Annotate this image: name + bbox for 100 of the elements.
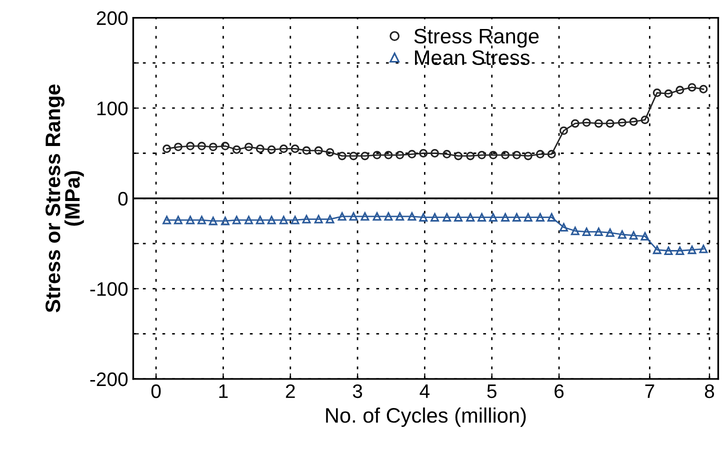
point [279, 144, 288, 153]
x-tick-label: 4 [420, 384, 430, 398]
point [232, 216, 241, 224]
legend-label: Stress Range [414, 28, 539, 48]
point [372, 150, 382, 160]
point [442, 213, 452, 222]
point [640, 116, 650, 124]
point [454, 213, 463, 222]
y-tick-label: -200 [90, 372, 128, 386]
point [559, 223, 568, 232]
point [430, 213, 440, 222]
point [384, 150, 393, 160]
point [208, 216, 218, 226]
point [536, 150, 544, 158]
y-tick-label: 200 [96, 11, 128, 26]
point [676, 86, 684, 94]
point [512, 213, 521, 222]
point [419, 213, 428, 222]
point [524, 152, 532, 160]
point [338, 212, 346, 221]
point [664, 246, 673, 255]
point [256, 144, 264, 153]
point [408, 212, 416, 221]
point [652, 246, 662, 254]
point [688, 83, 696, 92]
point [430, 149, 440, 158]
point [396, 150, 404, 160]
x-tick-label: 5 [487, 384, 496, 398]
point [559, 126, 568, 135]
point [360, 152, 370, 160]
point [594, 119, 603, 128]
point [232, 145, 241, 154]
x-tick-label: 7 [645, 384, 654, 398]
point [186, 142, 195, 150]
point [582, 118, 591, 127]
point [396, 212, 404, 221]
point [360, 212, 370, 221]
point [419, 149, 428, 158]
point [197, 142, 206, 150]
point [478, 150, 486, 160]
point [664, 89, 673, 98]
point [594, 228, 603, 236]
y-tick-label: -100 [90, 282, 128, 296]
y-tick-label: 100 [97, 102, 128, 116]
point [547, 150, 556, 158]
point [290, 144, 300, 153]
point [290, 216, 300, 224]
x-tick-label: 8 [704, 384, 714, 398]
point [652, 88, 662, 97]
x-tick-label: 0 [151, 384, 161, 398]
legend-label: Mean Stress [415, 50, 530, 66]
point [267, 216, 276, 224]
x-tick-label: 2 [286, 384, 295, 398]
x-tick-label: 3 [352, 384, 362, 398]
point [162, 216, 172, 224]
point [478, 213, 486, 222]
point [408, 150, 416, 158]
point [524, 213, 532, 222]
point [349, 212, 358, 221]
point [699, 244, 708, 254]
point [220, 142, 230, 150]
point [547, 213, 556, 222]
point [256, 216, 264, 224]
point [244, 142, 253, 152]
point [454, 152, 463, 160]
point [220, 216, 230, 226]
point [640, 232, 650, 241]
y-axis-title: Stress or Stress Range (MPa) [46, 84, 84, 312]
point [384, 212, 393, 221]
point [174, 142, 182, 152]
point [338, 152, 346, 160]
x-tick-label: 1 [219, 384, 228, 398]
point [699, 84, 708, 94]
point [582, 228, 591, 236]
point [688, 246, 696, 254]
point [174, 216, 182, 224]
point [501, 150, 510, 160]
point [279, 216, 288, 224]
point [314, 214, 323, 224]
point [162, 144, 172, 153]
point [244, 216, 253, 224]
point [501, 213, 510, 222]
point [536, 213, 544, 222]
point [314, 146, 323, 155]
x-tick-label: 6 [554, 384, 564, 398]
point [302, 214, 311, 224]
point [372, 212, 382, 221]
point [488, 213, 498, 222]
point [629, 117, 638, 126]
point [512, 150, 521, 160]
point [208, 142, 218, 152]
point [442, 150, 452, 158]
point [618, 230, 626, 239]
point [570, 119, 580, 128]
point [466, 152, 475, 160]
point [570, 226, 580, 236]
point [606, 228, 614, 237]
point [326, 148, 334, 157]
point [197, 216, 206, 224]
point [267, 145, 276, 154]
